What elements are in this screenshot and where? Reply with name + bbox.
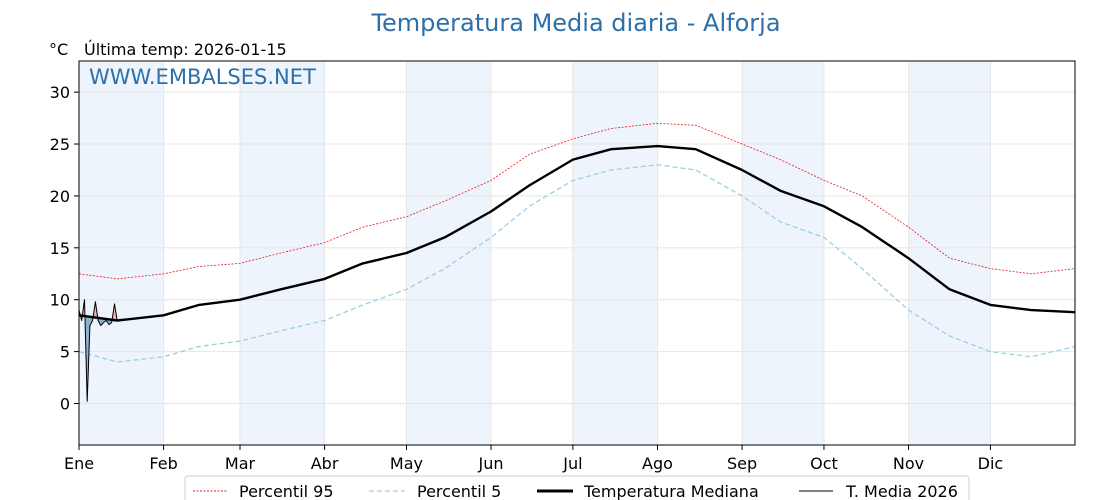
x-tick-label: Abr [311,454,339,473]
y-tick-label: 0 [60,394,70,413]
y-tick-label: 5 [60,343,70,362]
y-tick-label: 20 [50,187,70,206]
x-tick-label: Mar [225,454,256,473]
x-axis: Ene Feb Mar Abr May Jun Jul Ago Sep Oct Nov Dic [64,445,1003,473]
unit-label: °C [49,40,68,59]
series-line-temperatura-mediana [78,144,1076,322]
y-tick-label: 10 [50,291,70,310]
y-tick-label: 30 [50,83,70,102]
series-layer [78,122,1076,402]
y-tick-label: 25 [50,135,70,154]
x-tick-label: Feb [149,454,177,473]
legend-median-label: Temperatura Mediana [583,482,759,500]
legend-p95-label: Percentil 95 [239,482,334,500]
series-line-percentil-5 [78,164,1076,363]
x-tick-label: Ene [64,454,94,473]
last-temp-label: Última temp: 2026-01-15 [84,40,287,59]
month-band [742,61,824,445]
month-band [908,61,991,445]
month-band [239,61,325,445]
watermark: WWW.EMBALSES.NET [89,65,316,89]
x-tick-label: Nov [893,454,924,473]
month-band [406,61,492,445]
series-line-percentil-95 [78,122,1076,280]
x-tick-label: Jul [562,454,582,473]
month-bands [79,61,991,445]
x-tick-label: Oct [810,454,838,473]
x-tick-label: May [390,454,423,473]
month-band [572,61,658,445]
month-band [79,61,164,445]
x-tick-label: Sep [727,454,757,473]
legend-p5-label: Percentil 5 [417,482,501,500]
chart-title: Temperatura Media diaria - Alforja [370,9,780,37]
y-axis: 0 5 10 15 20 25 30 [50,83,79,413]
x-tick-label: Dic [978,454,1004,473]
plot-frame [78,60,1076,446]
series-line-t-media-2026 [78,299,118,402]
x-tick-label: Ago [642,454,673,473]
x-tick-label: Jun [478,454,504,473]
grid-lines [78,61,1075,445]
deviation-fill-below [100,318,104,326]
legend-current-label: T. Media 2026 [845,482,958,500]
legend: Percentil 95 Percentil 5 Temperatura Med… [184,475,970,500]
legend-box [184,475,970,500]
y-tick-label: 15 [50,239,70,258]
